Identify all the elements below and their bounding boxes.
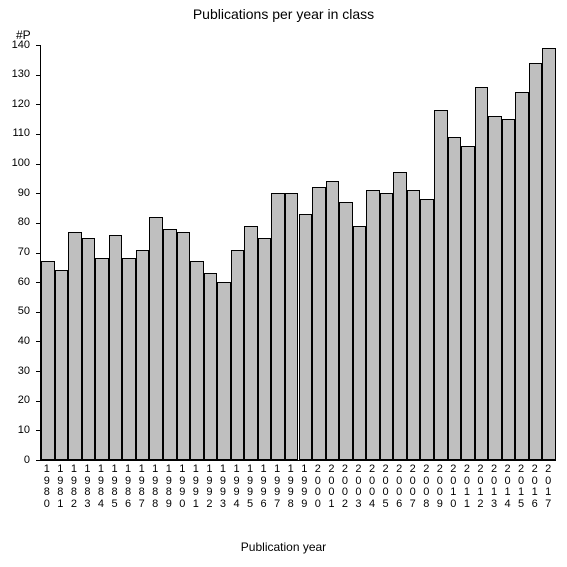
- x-tick-label: 1983: [81, 464, 93, 510]
- x-tick-label: 2011: [461, 464, 473, 510]
- bar: [515, 92, 529, 460]
- x-tick-label: 1986: [122, 464, 134, 510]
- y-tick-label: 70: [0, 246, 30, 258]
- bar: [109, 235, 123, 460]
- x-tick-label: 2001: [325, 464, 337, 510]
- x-axis-label: Publication year: [0, 540, 567, 554]
- y-tick-label: 30: [0, 365, 30, 377]
- y-tick-label: 40: [0, 335, 30, 347]
- x-tick-label: 1989: [163, 464, 175, 510]
- y-tick-label: 130: [0, 68, 30, 80]
- bar: [407, 190, 421, 460]
- x-tick-label: 1985: [109, 464, 121, 510]
- bar: [326, 181, 340, 460]
- x-tick-label: 1996: [258, 464, 270, 510]
- x-tick-label: 2007: [407, 464, 419, 510]
- x-tick-label: 1980: [41, 464, 53, 510]
- bar: [488, 116, 502, 460]
- y-tick-label: 50: [0, 305, 30, 317]
- y-tick-label: 80: [0, 216, 30, 228]
- y-tick-label: 110: [0, 127, 30, 139]
- bar: [529, 63, 543, 460]
- bar: [461, 146, 475, 460]
- bar: [502, 119, 516, 460]
- x-tick-label: 1992: [203, 464, 215, 510]
- bar: [55, 270, 69, 460]
- y-tick-label: 60: [0, 276, 30, 288]
- y-tick-label: 90: [0, 187, 30, 199]
- bar: [475, 87, 489, 461]
- x-tick-label: 1990: [176, 464, 188, 510]
- x-tick-label: 2015: [515, 464, 527, 510]
- x-tick-label: 2003: [352, 464, 364, 510]
- bar: [299, 214, 313, 460]
- bar: [190, 261, 204, 460]
- bar: [420, 199, 434, 460]
- plot-area: [40, 45, 556, 461]
- x-tick-label: 2009: [434, 464, 446, 510]
- x-tick-label: 2008: [420, 464, 432, 510]
- x-tick-label: 1995: [244, 464, 256, 510]
- x-tick-label: 1982: [68, 464, 80, 510]
- bar: [258, 238, 272, 460]
- bar: [366, 190, 380, 460]
- x-tick-label: 2006: [393, 464, 405, 510]
- bar: [217, 282, 231, 460]
- chart-title: Publications per year in class: [0, 6, 567, 22]
- x-tick-label: 1997: [271, 464, 283, 510]
- x-tick-label: 1999: [298, 464, 310, 510]
- bar: [163, 229, 177, 460]
- x-tick-label: 2000: [312, 464, 324, 510]
- bar: [231, 250, 245, 460]
- x-tick-label: 2005: [380, 464, 392, 510]
- bar: [68, 232, 82, 460]
- bar: [339, 202, 353, 460]
- bar: [285, 193, 299, 460]
- bar: [542, 48, 556, 460]
- bar: [149, 217, 163, 460]
- bar: [95, 258, 109, 460]
- x-tick-label: 2016: [529, 464, 541, 510]
- x-tick-label: 1981: [54, 464, 66, 510]
- bar: [244, 226, 258, 460]
- bar: [122, 258, 136, 460]
- bar: [448, 137, 462, 460]
- y-tick-label: 10: [0, 424, 30, 436]
- x-tick-label: 1984: [95, 464, 107, 510]
- x-tick-label: 2012: [474, 464, 486, 510]
- x-tick-label: 1993: [217, 464, 229, 510]
- chart-container: Publications per year in class #P 010203…: [0, 0, 567, 567]
- x-tick-label: 1988: [149, 464, 161, 510]
- x-tick-label: 2004: [366, 464, 378, 510]
- x-tick-label: 2010: [447, 464, 459, 510]
- x-tick-label: 2017: [542, 464, 554, 510]
- y-tick-label: 100: [0, 157, 30, 169]
- x-tick-label: 1991: [190, 464, 202, 510]
- y-tick-label: 120: [0, 98, 30, 110]
- bar: [393, 172, 407, 460]
- x-tick-label: 1987: [136, 464, 148, 510]
- x-tick-label: 1994: [231, 464, 243, 510]
- bar: [434, 110, 448, 460]
- bar: [82, 238, 96, 460]
- bar: [204, 273, 218, 460]
- x-tick-label: 2002: [339, 464, 351, 510]
- x-tick-label: 2013: [488, 464, 500, 510]
- y-tick-label: 20: [0, 394, 30, 406]
- bar: [41, 261, 55, 460]
- bar: [177, 232, 191, 460]
- bar: [380, 193, 394, 460]
- bar: [136, 250, 150, 460]
- bar: [271, 193, 285, 460]
- bar: [312, 187, 326, 460]
- x-tick-label: 1998: [285, 464, 297, 510]
- y-tick-label: 0: [0, 454, 30, 466]
- bar: [353, 226, 367, 460]
- x-tick-label: 2014: [502, 464, 514, 510]
- y-tick-label: 140: [0, 39, 30, 51]
